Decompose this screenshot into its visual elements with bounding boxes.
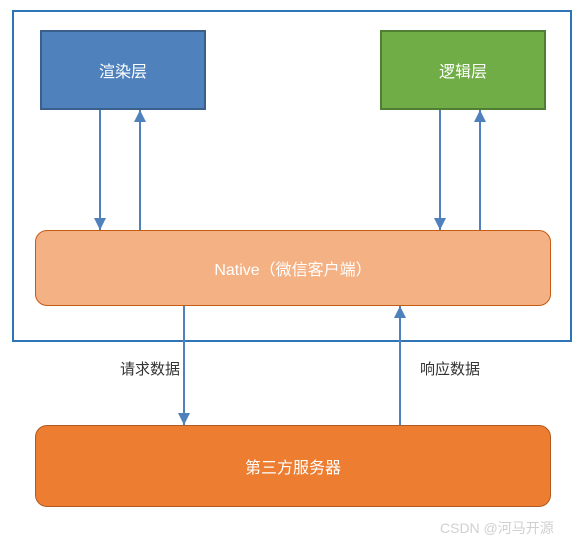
edge-native_to_logic_up-arrowhead [474,110,486,122]
node-native: Native（微信客户端） [35,230,551,306]
node-server-label: 第三方服务器 [245,454,341,478]
edge-server_to_native_up-line [399,306,401,425]
node-logic-layer: 逻辑层 [380,30,546,110]
edge-native_to_logic_up-line [479,110,481,230]
edge-native_to_server_down-line [183,306,185,425]
edge-render_to_native_down-line [99,110,101,230]
label-response-data: 响应数据 [420,358,480,379]
label-request-data: 请求数据 [120,358,180,379]
node-server: 第三方服务器 [35,425,551,507]
edge-server_to_native_up-arrowhead [394,306,406,318]
node-render-layer: 渲染层 [40,30,206,110]
edge-native_to_render_up-arrowhead [134,110,146,122]
edge-native_to_server_down-arrowhead [178,413,190,425]
watermark: CSDN @河马开源 [440,518,554,538]
edge-logic_to_native_down-arrowhead [434,218,446,230]
node-render-layer-label: 渲染层 [99,58,147,82]
edge-native_to_render_up-line [139,110,141,230]
node-native-label: Native（微信客户端） [214,256,371,280]
node-logic-layer-label: 逻辑层 [439,58,487,82]
edge-logic_to_native_down-line [439,110,441,230]
edge-render_to_native_down-arrowhead [94,218,106,230]
